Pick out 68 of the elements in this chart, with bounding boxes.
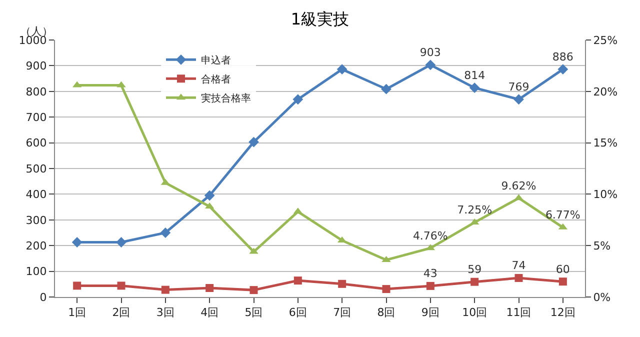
legend-label: 合格者 bbox=[201, 74, 231, 86]
point bbox=[382, 285, 390, 294]
y2-tick-label: 15% bbox=[593, 136, 618, 150]
x-tick-label: 10回 bbox=[462, 306, 488, 320]
x-tick-label: 9回 bbox=[421, 306, 440, 320]
point bbox=[73, 282, 82, 290]
legend-label: 実技合格率 bbox=[201, 92, 251, 105]
data-label: 814 bbox=[464, 69, 486, 82]
point bbox=[558, 278, 567, 286]
y-tick-label: 200 bbox=[26, 239, 47, 252]
y-tick-label: 500 bbox=[26, 162, 47, 176]
x-tick-label: 7回 bbox=[333, 306, 352, 320]
data-label: 43 bbox=[423, 267, 438, 280]
y-tick-label: 700 bbox=[26, 110, 47, 124]
x-tick-label: 1回 bbox=[68, 306, 86, 320]
x-tick-label: 11回 bbox=[506, 306, 532, 320]
point bbox=[204, 190, 215, 201]
point bbox=[292, 94, 304, 105]
point bbox=[558, 64, 568, 74]
y-tick-label: 100 bbox=[26, 265, 47, 278]
point bbox=[160, 228, 171, 238]
y-tick-label: 0 bbox=[40, 290, 47, 304]
y2-tick-label: 5% bbox=[593, 239, 611, 252]
point bbox=[381, 84, 392, 94]
point bbox=[161, 286, 170, 294]
point bbox=[250, 286, 258, 294]
data-label: 4.76% bbox=[412, 229, 448, 242]
x-tick-label: 3回 bbox=[156, 306, 174, 320]
data-label: 60 bbox=[556, 262, 570, 276]
x-tick-label: 5回 bbox=[244, 306, 263, 320]
y2-tick-label: 20% bbox=[593, 85, 618, 98]
legend-label: 申込者 bbox=[201, 54, 231, 67]
data-label: 59 bbox=[468, 263, 482, 276]
x-tick-label: 8回 bbox=[377, 306, 396, 320]
point bbox=[116, 237, 126, 248]
x-tick-label: 4回 bbox=[200, 306, 219, 320]
point bbox=[425, 60, 436, 70]
y-tick-label: 600 bbox=[26, 136, 47, 150]
point bbox=[117, 282, 126, 290]
data-label: 886 bbox=[552, 50, 574, 64]
point bbox=[338, 280, 346, 288]
point bbox=[426, 282, 434, 290]
data-label: 903 bbox=[420, 46, 441, 60]
y-tick-label: 800 bbox=[26, 85, 47, 98]
y-tick-label: 300 bbox=[26, 214, 47, 227]
point bbox=[206, 284, 214, 292]
x-tick-label: 6回 bbox=[288, 306, 307, 320]
data-label: 769 bbox=[508, 80, 530, 94]
data-label: 9.62% bbox=[501, 179, 536, 192]
point bbox=[72, 237, 82, 248]
chart-title: 1級実技 bbox=[290, 10, 350, 29]
data-label: 6.77% bbox=[545, 208, 580, 222]
point bbox=[469, 82, 480, 93]
point bbox=[336, 64, 348, 74]
data-label: 74 bbox=[512, 259, 526, 272]
data-label: 7.25% bbox=[457, 204, 492, 217]
point bbox=[294, 276, 302, 285]
point bbox=[248, 136, 259, 148]
point bbox=[514, 274, 523, 282]
point bbox=[470, 278, 479, 286]
x-tick-label: 12回 bbox=[550, 306, 576, 320]
y-tick-label: 900 bbox=[26, 60, 47, 73]
y-tick-label: 400 bbox=[26, 188, 47, 202]
y2-tick-label: 10% bbox=[593, 188, 618, 202]
y2-tick-label: 25% bbox=[593, 34, 618, 47]
x-tick-label: 2回 bbox=[112, 306, 130, 320]
point bbox=[514, 94, 524, 105]
y2-tick-label: 0% bbox=[593, 290, 611, 304]
